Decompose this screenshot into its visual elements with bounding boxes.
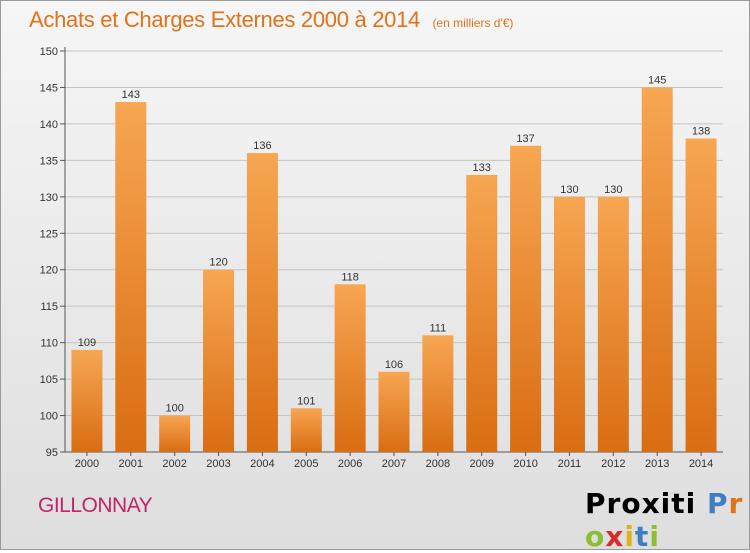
bar-2001 — [115, 102, 147, 452]
bar-2004 — [246, 153, 278, 452]
x-tick-label-2009: 2009 — [469, 458, 493, 470]
chart-title: Achats et Charges Externes 2000 à 2014 — [29, 7, 420, 32]
value-label-2011: 130 — [560, 184, 578, 196]
value-label-2001: 143 — [122, 89, 140, 101]
bar-2008 — [422, 335, 454, 452]
bar-2011 — [553, 196, 585, 452]
x-tick-label-2012: 2012 — [601, 458, 625, 470]
bar-2014 — [685, 138, 717, 452]
y-tick-label: 135 — [40, 155, 58, 167]
bar-2006 — [334, 284, 366, 452]
bar-2009 — [466, 174, 498, 453]
y-tick-label: 125 — [40, 228, 58, 240]
value-label-2005: 101 — [297, 395, 315, 407]
title-row: Achats et Charges Externes 2000 à 2014 (… — [29, 7, 513, 33]
bar-2013 — [641, 87, 673, 453]
value-label-2004: 136 — [253, 140, 271, 152]
logo-letter: P — [706, 487, 729, 520]
x-tick-label-2002: 2002 — [162, 458, 186, 470]
bar-2007 — [378, 371, 410, 452]
x-tick-label-2005: 2005 — [294, 458, 318, 470]
logo-letter: i — [624, 520, 635, 553]
x-tick-label-2006: 2006 — [338, 458, 362, 470]
bar-2005 — [290, 408, 322, 452]
y-tick-label: 130 — [40, 192, 58, 204]
x-tick-label-2011: 2011 — [558, 458, 582, 470]
value-label-2002: 100 — [165, 403, 183, 415]
bar-2010 — [510, 145, 542, 453]
value-label-2008: 111 — [429, 322, 446, 334]
value-label-2013: 145 — [648, 74, 666, 86]
bar-2002 — [159, 415, 191, 452]
bar-2000 — [71, 349, 103, 452]
value-label-2010: 137 — [516, 133, 534, 145]
x-tick-label-2008: 2008 — [426, 458, 450, 470]
value-label-2000: 109 — [78, 337, 96, 349]
x-tick-label-2000: 2000 — [75, 458, 99, 470]
chart-subtitle: (en milliers d'€) — [432, 16, 514, 30]
y-tick-label: 105 — [40, 374, 58, 386]
proxiti-logo: Proxiti Proxiti — [585, 487, 744, 553]
y-tick-label: 150 — [40, 46, 58, 58]
commune-name: GILLONNAY — [38, 494, 153, 517]
bars — [71, 87, 717, 453]
bar-2003 — [203, 269, 235, 452]
x-tick-label-2013: 2013 — [645, 458, 669, 470]
value-label-2014: 138 — [692, 125, 710, 137]
value-label-2007: 106 — [385, 359, 403, 371]
labels: 95 100 105 110 115 120 125 130 135 140 145 150 109 20… — [40, 46, 714, 470]
y-tick-label: 145 — [40, 82, 58, 94]
y-tick-label: 120 — [40, 265, 58, 277]
value-label-2006: 118 — [341, 271, 359, 283]
logo-letter: r — [728, 487, 744, 520]
value-label-2012: 130 — [604, 184, 622, 196]
value-label-2009: 133 — [473, 162, 491, 174]
logo-letter: o — [585, 520, 606, 553]
x-tick-label-2003: 2003 — [206, 458, 230, 470]
y-tick-label: 140 — [40, 119, 58, 131]
logo-letter: i — [649, 520, 660, 553]
y-tick-label: 110 — [40, 338, 58, 350]
y-tick-label: 115 — [40, 301, 58, 313]
y-tick-label: 100 — [40, 411, 58, 423]
x-tick-label-2014: 2014 — [689, 458, 713, 470]
x-tick-label-2010: 2010 — [513, 458, 537, 470]
bar-2012 — [597, 196, 629, 452]
x-tick-label-2001: 2001 — [119, 458, 143, 470]
x-tick-label-2004: 2004 — [250, 458, 274, 470]
logo-letter: t — [634, 520, 650, 553]
value-label-2003: 120 — [209, 257, 227, 269]
y-tick-label: 95 — [46, 447, 58, 459]
x-tick-label-2007: 2007 — [382, 458, 406, 470]
logo-letter: x — [605, 520, 625, 553]
